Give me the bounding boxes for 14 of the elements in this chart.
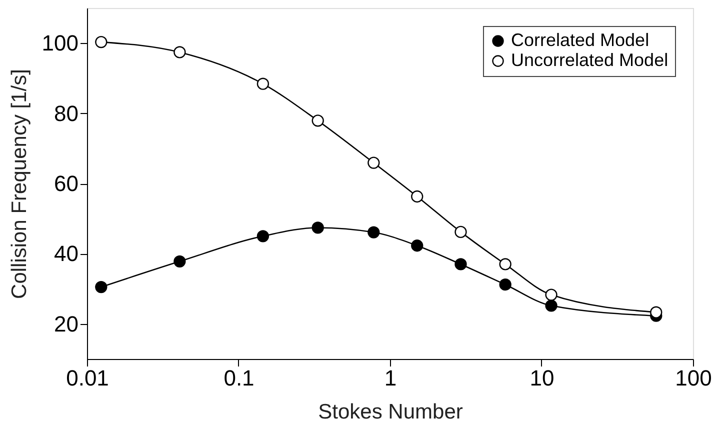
legend-label: Uncorrelated Model bbox=[511, 50, 668, 70]
y-axis-title: Collision Frequency [1/s] bbox=[8, 69, 31, 299]
x-axis-title: Stokes Number bbox=[318, 400, 463, 424]
x-tick-label: 1 bbox=[384, 366, 397, 390]
y-tick-label: 40 bbox=[54, 241, 78, 266]
y-tick-label: 60 bbox=[54, 171, 78, 196]
y-tick-label: 100 bbox=[42, 30, 78, 56]
legend-label: Correlated Model bbox=[511, 30, 650, 50]
x-tick-label: 100 bbox=[675, 366, 712, 390]
x-tick-label: 10 bbox=[530, 366, 554, 390]
x-tick-label: 0.1 bbox=[224, 366, 254, 390]
y-tick-label: 20 bbox=[54, 311, 78, 336]
x-tick-label: 0.01 bbox=[66, 366, 109, 390]
y-tick-label: 80 bbox=[54, 100, 78, 126]
